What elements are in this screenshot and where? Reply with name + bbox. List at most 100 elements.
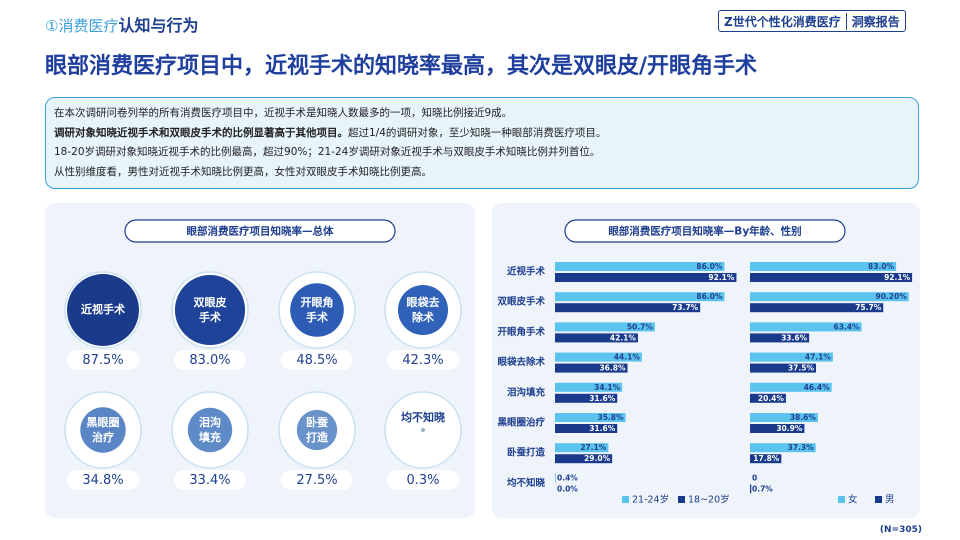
- bar: [750, 454, 782, 464]
- bubble-label: 开眼角手术: [301, 295, 334, 324]
- legend-label: 女: [848, 494, 858, 506]
- bar-value-label: 47.1%: [805, 353, 832, 362]
- bar-value-label: 37.5%: [788, 364, 815, 373]
- bubble-label: 黑眼圈治疗: [87, 416, 120, 444]
- summary-bold: 调研对象知晓近视手术和双眼皮手术的比例显著高于其他项目。: [54, 126, 348, 139]
- bubble-value: 48.5%: [296, 353, 337, 368]
- bubble-value: 42.3%: [402, 353, 443, 368]
- bar: [555, 322, 655, 332]
- bubble-value: 33.4%: [189, 473, 230, 488]
- bar: [555, 473, 556, 483]
- footnote: (N=305): [879, 525, 922, 535]
- bar: [555, 352, 642, 362]
- bubble-label-line: 除术: [412, 310, 434, 324]
- bar: [555, 363, 628, 373]
- section-number: ①消费医疗: [45, 17, 119, 35]
- bar-value-label: 33.6%: [781, 333, 808, 342]
- bubble-label-line: 黑眼圈: [87, 416, 120, 429]
- bubble: [187, 407, 233, 453]
- bar: [555, 382, 623, 392]
- brand: Z世代个性化消费医疗 洞察报告: [718, 10, 906, 32]
- brand-name: Z世代个性化消费医疗: [724, 14, 841, 29]
- bubble-label-line: 手术: [199, 310, 221, 324]
- bar: [750, 322, 862, 332]
- summary-line: 从性别维度看，男性对近视手术知晓比例更高，女性对双眼皮手术知晓比例更高。: [54, 165, 432, 178]
- legend-swatch: [875, 496, 882, 503]
- bubble: [296, 409, 338, 451]
- bar-value-label: 42.1%: [610, 333, 637, 342]
- bubble-value: 27.5%: [296, 473, 337, 488]
- bar-value-label: 90.20%: [876, 292, 908, 301]
- bubble-value: 83.0%: [189, 353, 230, 368]
- value-pill: [387, 350, 459, 370]
- bar-value-label: 86.0%: [696, 262, 723, 271]
- value-pill: [387, 470, 459, 490]
- bubble: [80, 407, 126, 453]
- bar-value-label: 34.1%: [594, 383, 621, 392]
- bubble-label: 眼袋去除术: [407, 295, 440, 324]
- category-label: 均不知晓: [507, 477, 546, 489]
- bar: [750, 413, 818, 422]
- summary-line: 调研对象知晓近视手术和双眼皮手术的比例显著高于其他项目。超过1/4的调研对象，至…: [54, 124, 910, 144]
- bar: [750, 333, 810, 343]
- legend-label: 18~20岁: [688, 494, 730, 506]
- bar: [750, 273, 913, 282]
- bar: [750, 424, 805, 433]
- bar-value-label: 73.7%: [672, 303, 699, 312]
- bar: [555, 333, 638, 343]
- bar: [555, 393, 618, 403]
- legend-swatch: [622, 496, 629, 503]
- bar-value-label: 83.0%: [868, 262, 895, 271]
- bar: [750, 484, 752, 494]
- value-pill: [67, 470, 139, 490]
- bubble-label-line: 填充: [199, 430, 221, 444]
- bar-value-label: 0: [752, 473, 757, 482]
- bar-value-label: 35.8%: [597, 413, 624, 422]
- bubble: [397, 284, 449, 336]
- bubble-label-line: 打造: [306, 430, 329, 444]
- bar: [555, 273, 737, 282]
- bubble-label-line: 卧蚕: [306, 416, 329, 429]
- chart-title: 眼部消费医疗项目知晓率—总体: [187, 225, 334, 238]
- bar: [750, 262, 897, 271]
- bar-value-label: 31.6%: [589, 394, 616, 403]
- bubble-label-line: 双眼皮: [194, 295, 227, 309]
- bar-value-label: 0.7%: [752, 484, 773, 493]
- bar: [750, 363, 816, 373]
- bar: [555, 262, 725, 271]
- brand-tag: 洞察报告: [845, 12, 905, 30]
- summary-line: 在本次调研问卷列举的所有消费医疗项目中，近视手术是知晓人数最多的一项，知晓比例接…: [54, 107, 513, 119]
- value-pill: [174, 470, 246, 490]
- section-label: ①消费医疗认知与行为: [45, 12, 198, 36]
- bubble-label-line: 手术: [306, 310, 328, 324]
- bubble: [174, 274, 246, 346]
- bar: [750, 393, 786, 403]
- bar-value-label: 46.4%: [804, 383, 831, 392]
- legend-label: 男: [885, 495, 895, 506]
- bubble-label-line: 泪沟: [199, 415, 221, 429]
- category-label: 近视手术: [507, 266, 546, 278]
- bar: [750, 303, 884, 313]
- bar: [555, 424, 618, 433]
- value-pill: [174, 350, 246, 370]
- bar-value-label: 0.0%: [557, 484, 578, 493]
- bar: [555, 292, 725, 302]
- bar-value-label: 50.7%: [627, 322, 654, 331]
- category-label: 开眼角手术: [497, 326, 545, 338]
- category-label: 双眼皮手术: [496, 296, 545, 308]
- bubble-label: 泪沟填充: [199, 415, 221, 444]
- bubble-value: 87.5%: [82, 353, 123, 368]
- category-label: 眼袋去除术: [497, 356, 545, 368]
- bar: [555, 413, 626, 422]
- summary-text: 超过1/4的调研对象，至少知晓一种眼部消费医疗项目。: [348, 126, 607, 139]
- bubble-value: 34.8%: [82, 473, 123, 488]
- bar-value-label: 17.8%: [753, 454, 780, 463]
- bubble: [420, 427, 426, 433]
- bar-value-label: 0.4%: [557, 473, 578, 482]
- legend-swatch: [678, 496, 685, 503]
- bar: [750, 352, 833, 362]
- bubble-label: 双眼皮手术: [194, 295, 227, 324]
- bar-value-label: 38.6%: [790, 413, 817, 422]
- bar: [750, 292, 909, 302]
- legend-label: 21-24岁: [632, 494, 669, 506]
